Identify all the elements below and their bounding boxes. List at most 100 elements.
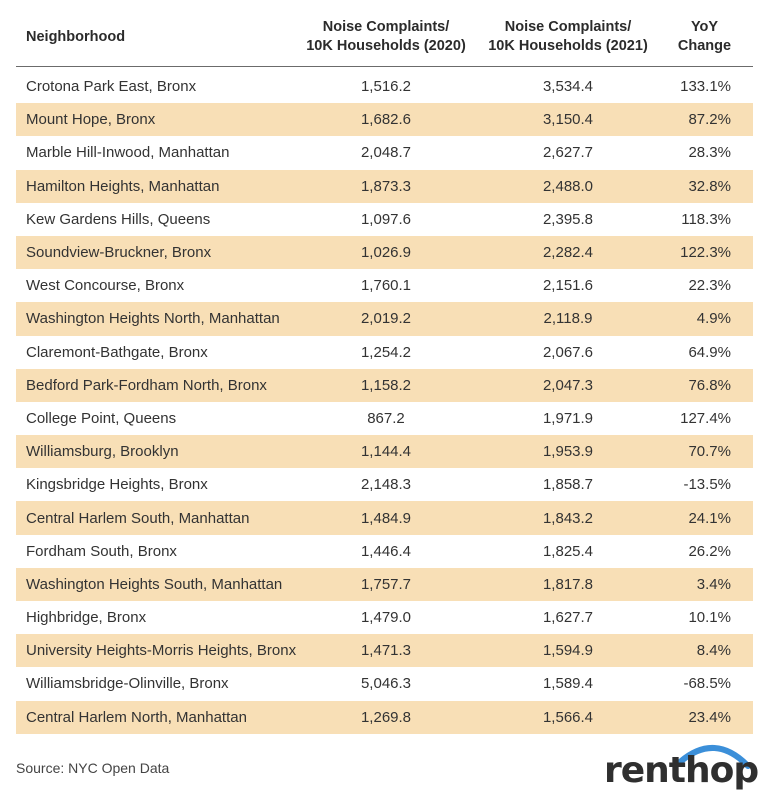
table-row: Fordham South, Bronx 1,446.4 1,825.4 26.2% bbox=[16, 535, 753, 568]
table-row: Highbridge, Bronx 1,479.0 1,627.7 10.1% bbox=[16, 601, 753, 634]
cell-2021: 1,589.4 bbox=[542, 675, 594, 693]
cell-2021: 3,534.4 bbox=[542, 78, 594, 96]
cell-2021: 2,067.6 bbox=[542, 343, 594, 361]
cell-2020: 1,873.3 bbox=[360, 177, 412, 195]
cell-neighborhood: Williamsbridge-Olinville, Bronx bbox=[26, 675, 229, 693]
cell-2021: 2,282.4 bbox=[542, 244, 594, 262]
cell-neighborhood: Marble Hill-Inwood, Manhattan bbox=[26, 144, 230, 162]
source-note: Source: NYC Open Data bbox=[16, 760, 170, 776]
cell-neighborhood: Mount Hope, Bronx bbox=[26, 111, 156, 129]
cell-yoy: 70.7% bbox=[688, 443, 731, 461]
table-row: College Point, Queens 867.2 1,971.9 127.4% bbox=[16, 402, 753, 435]
cell-yoy: 64.9% bbox=[688, 343, 731, 361]
cell-2021: 2,151.6 bbox=[542, 277, 594, 295]
table-row: Hamilton Heights, Manhattan 1,873.3 2,488.… bbox=[16, 169, 753, 203]
cell-yoy: 76.8% bbox=[688, 376, 731, 394]
cell-2021: 2,488.0 bbox=[542, 177, 594, 195]
cell-2020: 1,269.8 bbox=[360, 708, 412, 726]
cell-yoy: 23.4% bbox=[688, 708, 731, 726]
table-row: Bedford Park-Fordham North, Bronx 1,158.2… bbox=[16, 368, 753, 402]
table-row: Claremont-Bathgate, Bronx 1,254.2 2,067.6 6… bbox=[16, 336, 753, 369]
cell-neighborhood: Williamsburg, Brooklyn bbox=[26, 443, 179, 461]
table-row: Williamsbridge-Olinville, Bronx 5,046.3 1,… bbox=[16, 667, 753, 700]
renthop-logo: renthop bbox=[560, 740, 759, 796]
table-row: Soundview-Bruckner, Bronx 1,026.9 2,282.4 1… bbox=[16, 235, 753, 270]
table-row: Williamsburg, Brooklyn 1,144.4 1,953.9 70.7… bbox=[16, 435, 753, 469]
cell-yoy: -68.5% bbox=[683, 675, 731, 693]
cell-2020: 1,484.9 bbox=[360, 509, 412, 527]
cell-2020: 1,446.4 bbox=[360, 542, 412, 560]
cell-yoy: 22.3% bbox=[688, 277, 731, 295]
cell-2020: 1,471.3 bbox=[360, 642, 412, 660]
cell-yoy: 87.2% bbox=[688, 111, 731, 129]
cell-2020: 1,682.6 bbox=[360, 111, 412, 129]
cell-yoy: 24.1% bbox=[688, 509, 731, 527]
cell-2021: 1,594.9 bbox=[542, 642, 594, 660]
cell-yoy: 28.3% bbox=[688, 144, 731, 162]
cell-2020: 1,516.2 bbox=[360, 78, 412, 96]
cell-yoy: 8.4% bbox=[696, 642, 731, 660]
cell-neighborhood: Washington Heights North, Manhattan bbox=[26, 310, 280, 328]
table-row: Kew Gardens Hills, Queens 1,097.6 2,395.8 1… bbox=[16, 203, 753, 236]
cell-neighborhood: Bedford Park-Fordham North, Bronx bbox=[26, 376, 267, 394]
cell-2021: 2,395.8 bbox=[542, 210, 594, 228]
cell-yoy: 4.9% bbox=[696, 310, 731, 328]
cell-2020: 1,479.0 bbox=[360, 609, 412, 627]
table-row: Kingsbridge Heights, Bronx 2,148.3 1,858.7… bbox=[16, 468, 753, 501]
cell-neighborhood: Kew Gardens Hills, Queens bbox=[26, 210, 211, 228]
table-row: Mount Hope, Bronx 1,682.6 3,150.4 87.2% bbox=[16, 103, 753, 137]
cell-2021: 2,627.7 bbox=[542, 144, 594, 162]
cell-2021: 1,858.7 bbox=[542, 476, 594, 494]
cell-2021: 3,150.4 bbox=[542, 111, 594, 129]
table-row: Central Harlem South, Manhattan 1,484.9 1,… bbox=[16, 501, 753, 535]
cell-neighborhood: Highbridge, Bronx bbox=[26, 609, 147, 627]
cell-2020: 1,254.2 bbox=[360, 343, 412, 361]
header-neighborhood: Neighborhood bbox=[26, 29, 126, 45]
cell-yoy: 3.4% bbox=[696, 575, 731, 593]
header-2020: Noise Complaints/ 10K Households (2020) bbox=[306, 19, 466, 54]
cell-neighborhood: Hamilton Heights, Manhattan bbox=[26, 177, 220, 195]
cell-yoy: 26.2% bbox=[688, 542, 731, 560]
cell-yoy: 133.1% bbox=[680, 78, 731, 96]
cell-neighborhood: Claremont-Bathgate, Bronx bbox=[26, 343, 208, 361]
cell-2020: 2,019.2 bbox=[360, 310, 412, 328]
cell-2020: 1,144.4 bbox=[360, 443, 412, 461]
cell-2020: 2,148.3 bbox=[360, 476, 412, 494]
cell-2021: 2,118.9 bbox=[543, 310, 593, 328]
data-table: Neighborhood Noise Complaints/ 10K House… bbox=[16, 8, 753, 734]
cell-2020: 867.2 bbox=[367, 409, 405, 427]
cell-2020: 1,760.1 bbox=[360, 277, 412, 295]
cell-2021: 1,817.8 bbox=[542, 575, 594, 593]
cell-yoy: 32.8% bbox=[688, 177, 731, 195]
table-row: University Heights-Morris Heights, Bronx… bbox=[16, 634, 753, 668]
arc-icon bbox=[677, 745, 750, 769]
cell-neighborhood: Washington Heights South, Manhattan bbox=[26, 575, 283, 593]
cell-2021: 1,971.9 bbox=[542, 409, 594, 427]
cell-2020: 1,097.6 bbox=[360, 210, 412, 228]
cell-yoy: 127.4% bbox=[680, 409, 731, 427]
cell-neighborhood: Soundview-Bruckner, Bronx bbox=[26, 244, 212, 262]
cell-2021: 1,566.4 bbox=[542, 708, 594, 726]
logo-wordmark: renthop bbox=[604, 750, 759, 791]
cell-neighborhood: Fordham South, Bronx bbox=[26, 542, 177, 560]
cell-neighborhood: Central Harlem North, Manhattan bbox=[26, 708, 247, 726]
cell-neighborhood: Kingsbridge Heights, Bronx bbox=[26, 476, 208, 494]
table-body: Crotona Park East, Bronx 1,516.2 3,534.4 13… bbox=[16, 70, 753, 734]
cell-yoy: 10.1% bbox=[688, 609, 731, 627]
cell-2021: 1,825.4 bbox=[542, 542, 594, 560]
table-header: Neighborhood Noise Complaints/ 10K House… bbox=[16, 8, 753, 67]
cell-yoy: 118.3% bbox=[681, 210, 731, 228]
cell-neighborhood: Central Harlem South, Manhattan bbox=[26, 509, 250, 527]
cell-neighborhood: West Concourse, Bronx bbox=[26, 277, 185, 295]
table-row: Washington Heights South, Manhattan 1,757… bbox=[16, 567, 753, 601]
table-row: Central Harlem North, Manhattan 1,269.8 1,… bbox=[16, 700, 753, 734]
cell-2020: 2,048.7 bbox=[360, 144, 412, 162]
cell-2021: 1,627.7 bbox=[542, 609, 594, 627]
cell-neighborhood: Crotona Park East, Bronx bbox=[26, 78, 197, 96]
cell-2021: 1,843.2 bbox=[542, 509, 594, 527]
cell-2020: 1,158.2 bbox=[360, 376, 412, 394]
cell-2020: 1,757.7 bbox=[360, 575, 412, 593]
cell-neighborhood: University Heights-Morris Heights, Bronx bbox=[26, 642, 297, 660]
table-row: West Concourse, Bronx 1,760.1 2,151.6 22.3% bbox=[16, 269, 753, 302]
cell-yoy: 122.3% bbox=[680, 244, 731, 262]
